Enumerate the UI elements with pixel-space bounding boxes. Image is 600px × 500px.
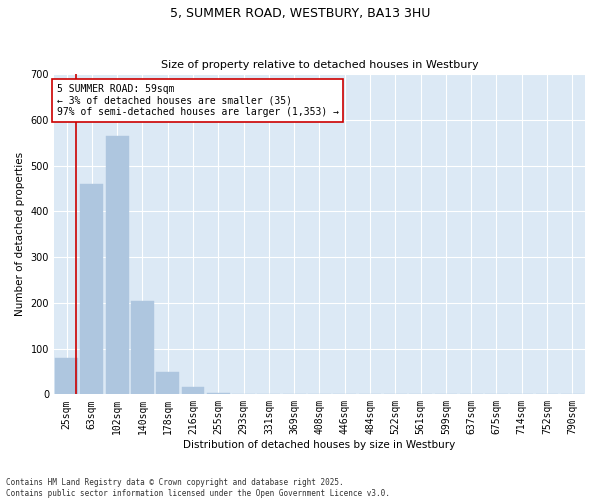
Bar [55,358,78,395]
Bar [131,300,154,394]
Bar [157,372,179,394]
Text: 5 SUMMER ROAD: 59sqm
← 3% of detached houses are smaller (35)
97% of semi-detach: 5 SUMMER ROAD: 59sqm ← 3% of detached ho… [56,84,338,117]
X-axis label: Distribution of detached houses by size in Westbury: Distribution of detached houses by size … [184,440,455,450]
Text: Contains HM Land Registry data © Crown copyright and database right 2025.
Contai: Contains HM Land Registry data © Crown c… [6,478,390,498]
Text: 5, SUMMER ROAD, WESTBURY, BA13 3HU: 5, SUMMER ROAD, WESTBURY, BA13 3HU [170,8,430,20]
Bar [182,388,205,394]
Bar [106,136,128,394]
Title: Size of property relative to detached houses in Westbury: Size of property relative to detached ho… [161,60,478,70]
Y-axis label: Number of detached properties: Number of detached properties [15,152,25,316]
Bar [80,184,103,394]
